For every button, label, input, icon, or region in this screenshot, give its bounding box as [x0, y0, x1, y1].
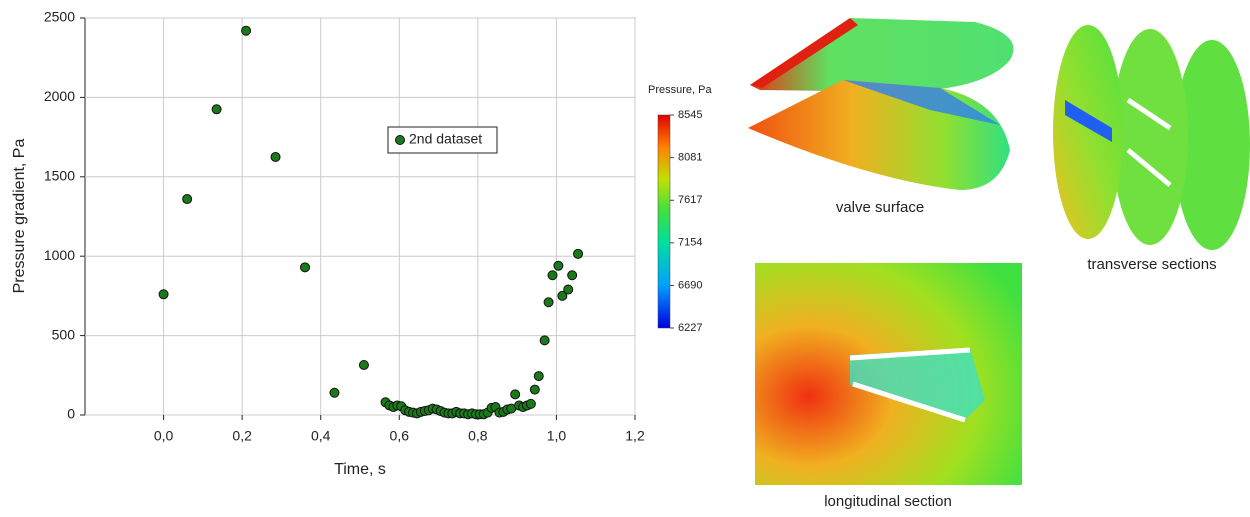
data-point	[358, 359, 369, 370]
x-axis-title: Time, s	[334, 461, 386, 478]
y-tick-label: 2000	[44, 88, 75, 104]
x-tick-label: 0,0	[154, 428, 174, 444]
colorbar-tick-label: 7154	[678, 237, 702, 249]
plot-area: 0 500 1000 1500 2000 2500 0,0 0,2 0,4 0,6 0,8 1,0 1,…	[44, 9, 645, 444]
data-point	[543, 297, 554, 308]
colorbar-title: Pressure, Pa	[648, 84, 712, 96]
colorbar-tick-label: 6227	[678, 322, 702, 334]
legend-label: 2nd dataset	[409, 131, 482, 147]
data-point	[529, 384, 540, 395]
data-point	[241, 25, 252, 36]
data-point	[510, 389, 521, 400]
panel-caption: longitudinal section	[824, 493, 952, 510]
data-point	[533, 371, 544, 382]
data-point	[573, 248, 584, 259]
longitudinal-section-image	[755, 263, 1022, 485]
data-point	[158, 289, 169, 300]
data-point	[553, 260, 564, 271]
colorbar-tick-label: 7617	[678, 194, 702, 206]
colorbar	[657, 114, 671, 329]
legend-marker	[395, 135, 405, 145]
y-tick-label: 2500	[44, 9, 75, 25]
data-point	[563, 284, 574, 295]
data-point	[547, 270, 558, 281]
transverse-sections-image	[1053, 25, 1250, 250]
valve-surface-image	[748, 18, 1014, 190]
x-tick-label: 0,6	[390, 428, 410, 444]
data-point	[525, 398, 536, 409]
x-tick-label: 0,2	[232, 428, 252, 444]
data-point	[182, 194, 193, 205]
y-tick-label: 1500	[44, 168, 75, 184]
x-tick-label: 1,0	[547, 428, 567, 444]
colorbar-tick-label: 8545	[678, 109, 702, 121]
plot-frame	[84, 17, 636, 416]
y-axis-title: Pressure gradient, Pa	[11, 139, 28, 294]
x-tick-label: 1,2	[625, 428, 645, 444]
y-tick-label: 0	[67, 406, 75, 422]
y-tick-label: 1000	[44, 247, 75, 263]
y-tick-label: 500	[52, 326, 76, 342]
x-tick-label: 0,4	[311, 428, 331, 444]
legend: 2nd dataset	[395, 131, 482, 147]
data-point	[300, 262, 310, 273]
panel-caption: valve surface	[836, 199, 924, 216]
data-point	[539, 335, 550, 346]
x-tick-label: 0,8	[468, 428, 488, 444]
panel-caption: transverse sections	[1087, 256, 1216, 273]
legend-box	[387, 126, 498, 154]
colorbar-tick-label: 8081	[678, 152, 702, 164]
colorbar-tick-label: 6690	[678, 279, 702, 291]
data-point	[211, 104, 222, 115]
data-point	[567, 270, 578, 281]
colorbar-ticks: 8545 8081 7617 7154 6690 6227	[670, 109, 702, 334]
data-point	[557, 290, 568, 301]
data-point	[329, 387, 340, 398]
data-point	[270, 151, 281, 162]
